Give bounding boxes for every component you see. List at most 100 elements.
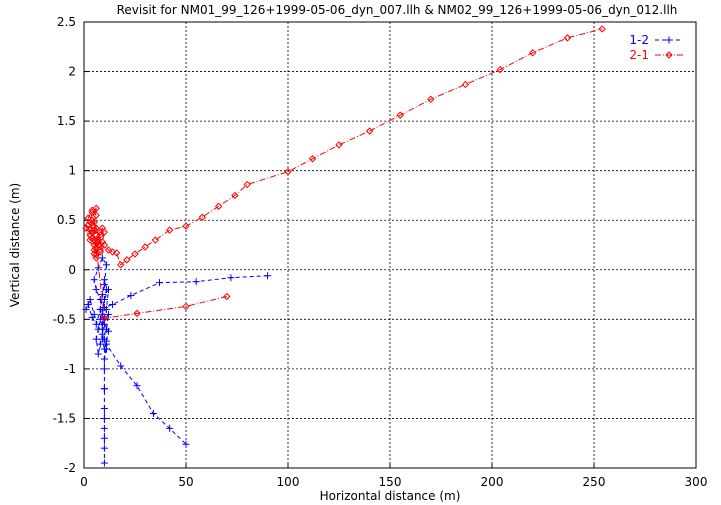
data-point — [98, 254, 106, 262]
data-point — [109, 300, 117, 308]
x-tick-label: 100 — [277, 475, 300, 489]
data-point — [182, 440, 190, 448]
data-point — [100, 385, 108, 393]
y-tick-label: 2.5 — [57, 15, 76, 29]
data-point — [86, 231, 94, 239]
data-point — [198, 213, 207, 221]
data-point — [102, 286, 110, 294]
data-point — [529, 49, 537, 57]
data-point — [117, 362, 125, 370]
data-point — [98, 325, 106, 333]
data-point — [92, 231, 100, 239]
data-point — [86, 218, 94, 226]
y-tick-label: 2 — [68, 65, 76, 79]
data-point — [264, 272, 272, 280]
data-point — [231, 191, 239, 200]
data-point — [100, 355, 108, 363]
data-point — [100, 459, 108, 467]
grid — [83, 21, 697, 469]
data-point — [100, 424, 108, 432]
data-point — [92, 254, 100, 262]
data-point — [214, 202, 223, 211]
data-point — [461, 80, 470, 89]
y-tick-label: 1 — [68, 164, 76, 178]
data-point — [84, 300, 92, 308]
legend-label: 2-1 — [629, 48, 649, 62]
data-point — [151, 236, 160, 244]
x-tick-label: 150 — [379, 475, 402, 489]
data-point — [100, 434, 108, 442]
data-point — [92, 204, 100, 213]
plot-frame — [83, 21, 697, 469]
data-point — [92, 320, 100, 328]
data-point — [104, 246, 113, 254]
data-point — [155, 279, 163, 287]
y-tick-label: 0.5 — [57, 213, 76, 227]
data-point — [563, 34, 572, 42]
data-point — [496, 65, 504, 74]
data-point — [284, 167, 292, 176]
data-point — [182, 222, 190, 230]
data-point — [100, 405, 108, 413]
data-point — [141, 243, 149, 251]
series-line — [85, 28, 603, 319]
data-point — [102, 261, 110, 269]
x-tick-labels: 0 50 100 150 200 250 300 — [80, 475, 707, 489]
data-point — [100, 414, 108, 422]
data-point — [365, 127, 374, 135]
data-point — [92, 286, 100, 294]
series-1-2 — [82, 254, 272, 467]
data-point — [92, 224, 100, 232]
data-point — [92, 211, 100, 219]
y-tick-label: -1 — [64, 362, 76, 376]
data-point — [133, 382, 141, 390]
data-point — [127, 292, 135, 300]
y-tick-label: -1.5 — [53, 411, 76, 425]
data-point — [182, 302, 190, 311]
data-point — [102, 340, 110, 348]
data-point — [102, 305, 110, 313]
data-point — [94, 350, 102, 358]
data-point — [165, 226, 174, 234]
data-point — [96, 340, 104, 348]
data-point — [82, 224, 90, 232]
chart-title: Revisit for NM01_99_126+1999-05-06_dyn_0… — [117, 3, 678, 17]
data-point — [100, 276, 108, 284]
data-point — [223, 292, 231, 301]
data-point — [335, 141, 343, 149]
y-axis-title: Vertical distance (m) — [8, 183, 22, 307]
series-layer — [82, 25, 606, 467]
data-point — [308, 155, 317, 163]
data-point — [192, 278, 200, 286]
data-point — [243, 180, 251, 189]
legend: 1-22-1 — [629, 33, 683, 62]
data-point — [88, 228, 96, 236]
data-point — [131, 250, 139, 258]
legend-marker — [665, 51, 673, 59]
data-point — [86, 296, 94, 304]
data-point — [166, 424, 174, 432]
x-axis-title: Horizontal distance (m) — [320, 489, 461, 503]
data-point — [100, 314, 109, 323]
data-point — [396, 111, 404, 119]
data-point — [82, 305, 90, 313]
data-point — [104, 310, 112, 318]
series-line — [85, 256, 268, 463]
data-point — [149, 409, 157, 417]
data-point — [88, 208, 96, 217]
data-point — [94, 241, 102, 249]
data-point — [133, 309, 141, 318]
data-point — [427, 95, 435, 104]
y-tick-labels: -2 -1.5 -1 -0.5 0 0.5 1 1.5 2 2.5 — [53, 15, 76, 475]
x-tick-label: 250 — [583, 475, 606, 489]
x-tick-label: 300 — [685, 475, 708, 489]
x-tick-label: 50 — [178, 475, 193, 489]
y-tick-label: -0.5 — [53, 312, 76, 326]
data-point — [100, 241, 109, 249]
legend-marker — [665, 36, 673, 44]
data-point — [117, 261, 125, 269]
x-tick-label: 200 — [481, 475, 504, 489]
legend-label: 1-2 — [629, 33, 649, 47]
data-point — [100, 228, 109, 236]
x-tick-label: 0 — [80, 475, 88, 489]
